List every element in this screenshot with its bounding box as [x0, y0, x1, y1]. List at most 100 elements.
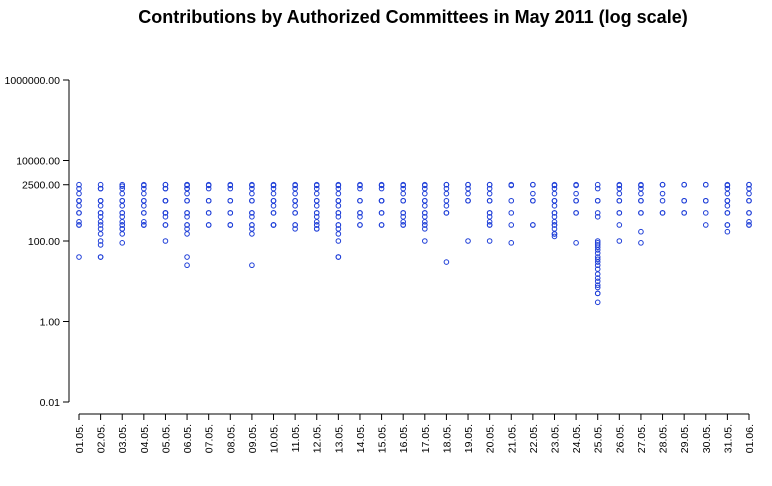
- data-point: [249, 213, 255, 220]
- data-point: [76, 218, 82, 225]
- data-point: [573, 182, 579, 189]
- x-tick-label: 03.05.: [117, 424, 129, 453]
- data-point: [616, 190, 623, 197]
- data-point: [162, 185, 169, 192]
- data-point: [486, 210, 493, 216]
- data-point: [659, 181, 666, 188]
- data-point: [270, 210, 277, 216]
- data-point: [573, 190, 579, 197]
- x-tick-label: 24.05.: [571, 424, 583, 453]
- data-point: [659, 190, 666, 197]
- data-point: [119, 240, 126, 246]
- data-point: [465, 197, 471, 204]
- data-point: [551, 231, 558, 237]
- data-point: [486, 190, 493, 197]
- data-point: [681, 181, 687, 188]
- data-point: [443, 210, 450, 216]
- data-point: [486, 222, 493, 228]
- x-tick-label: 23.05.: [549, 424, 561, 453]
- data-point: [422, 197, 428, 204]
- data-point: [141, 218, 147, 225]
- data-point: [313, 226, 320, 232]
- data-point: [227, 222, 234, 228]
- x-tick-label: 10.05.: [269, 424, 281, 453]
- data-point: [76, 210, 82, 216]
- y-tick-label: 1000000.00: [5, 75, 61, 87]
- data-point: [141, 182, 147, 189]
- data-point: [746, 197, 752, 204]
- data-point: [119, 218, 126, 225]
- data-point: [249, 197, 255, 204]
- data-point: [292, 197, 298, 204]
- x-tick-label: 04.05.: [139, 424, 151, 453]
- data-point: [205, 182, 212, 189]
- data-point: [616, 222, 623, 228]
- data-point: [162, 238, 169, 244]
- x-tick-label: 13.05.: [333, 424, 345, 453]
- x-tick-label: 14.05.: [355, 424, 367, 453]
- data-point: [292, 190, 298, 197]
- data-point: [638, 182, 644, 189]
- x-tick-label: 18.05.: [441, 424, 453, 453]
- data-point: [184, 197, 190, 204]
- data-point: [638, 210, 644, 216]
- data-point: [335, 210, 342, 216]
- data-point: [313, 190, 320, 197]
- data-point: [724, 197, 731, 204]
- data-point: [292, 226, 298, 232]
- data-point: [335, 231, 342, 237]
- data-point: [119, 197, 126, 204]
- data-point: [313, 218, 320, 225]
- data-point: [530, 181, 536, 188]
- data-point: [594, 282, 601, 288]
- x-tick-label: 25.05.: [593, 424, 605, 453]
- data-point: [551, 210, 558, 216]
- data-point: [335, 254, 342, 260]
- data-point: [119, 190, 126, 197]
- data-point: [270, 202, 277, 209]
- data-point: [141, 190, 147, 197]
- data-point: [616, 197, 623, 204]
- data-point: [378, 182, 385, 189]
- data-point: [97, 181, 104, 188]
- data-point: [335, 213, 342, 220]
- data-point: [724, 190, 731, 197]
- data-point: [746, 190, 752, 197]
- x-tick-label: 16.05.: [398, 424, 410, 453]
- data-point: [443, 259, 450, 265]
- data-point: [400, 197, 406, 204]
- data-point: [551, 222, 558, 228]
- data-point: [227, 210, 234, 216]
- data-point: [573, 240, 579, 246]
- data-point: [184, 231, 190, 237]
- data-point: [184, 213, 190, 220]
- data-point: [378, 222, 385, 228]
- data-point: [702, 210, 709, 216]
- data-point: [508, 197, 515, 204]
- data-point: [465, 238, 471, 244]
- data-point: [465, 181, 471, 188]
- data-point: [681, 197, 687, 204]
- data-point: [616, 238, 623, 244]
- data-point: [486, 181, 493, 188]
- x-tick-label: 30.05.: [701, 424, 713, 453]
- data-point: [746, 210, 752, 216]
- data-point: [162, 213, 169, 220]
- data-point: [97, 210, 104, 216]
- x-tick-label: 06.05.: [182, 424, 194, 453]
- data-point: [486, 218, 493, 225]
- chart-title: Contributions by Authorized Committees i…: [138, 7, 687, 27]
- x-tick-label: 05.05.: [160, 424, 172, 453]
- data-point: [184, 222, 190, 228]
- x-tick-label: 09.05.: [247, 424, 259, 453]
- data-point: [594, 284, 601, 291]
- data-point: [530, 190, 536, 197]
- data-point: [249, 190, 255, 197]
- data-point: [724, 210, 731, 216]
- data-point: [508, 182, 515, 189]
- data-point: [292, 222, 298, 228]
- data-point: [594, 275, 601, 281]
- data-point: [378, 210, 385, 216]
- data-point: [205, 185, 212, 192]
